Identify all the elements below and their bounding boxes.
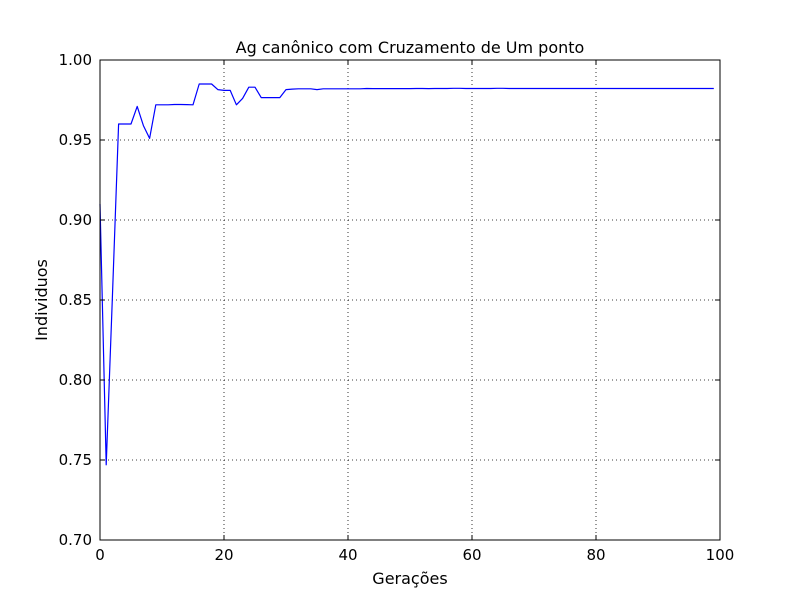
x-tick-label: 40 — [338, 546, 357, 564]
x-tick-label: 80 — [586, 546, 605, 564]
series-line — [99, 83, 714, 466]
y-tick-label: 0.75 — [59, 451, 92, 469]
ticks: 0 20 40 60 80 100 0.70 0.75 0.80 0.85 0.90 0.95 1.00 — [59, 51, 735, 564]
grid — [100, 60, 720, 540]
y-tick-label: 0.70 — [59, 531, 92, 549]
y-tick-label: 0.95 — [59, 131, 92, 149]
y-tick-label: 0.80 — [59, 371, 92, 389]
x-tick-label: 100 — [706, 546, 735, 564]
x-tick-label: 0 — [95, 546, 105, 564]
y-tick-label: 1.00 — [59, 51, 92, 69]
x-tick-label: 20 — [214, 546, 233, 564]
chart-title: Ag canônico com Cruzamento de Um ponto — [236, 38, 585, 57]
y-axis-label: Individuos — [32, 259, 51, 341]
series-layer — [99, 83, 714, 466]
y-tick-label: 0.90 — [59, 211, 92, 229]
x-axis-label: Gerações — [372, 569, 447, 588]
x-tick-label: 60 — [462, 546, 481, 564]
y-tick-label: 0.85 — [59, 291, 92, 309]
